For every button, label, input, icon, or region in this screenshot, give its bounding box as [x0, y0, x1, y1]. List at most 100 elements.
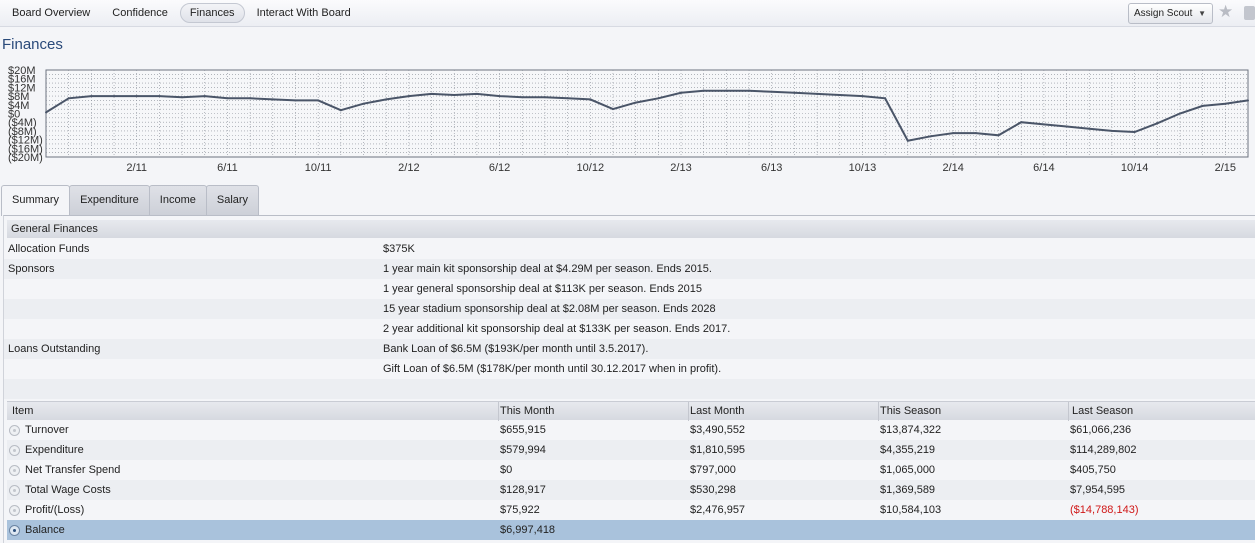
balance-point — [657, 97, 660, 100]
balance-chart-svg: $20M$16M$12M$8M$4M$0($4M)($8M)($12M)($16… — [8, 65, 1249, 174]
radio-button[interactable] — [9, 465, 20, 476]
tab-board-overview[interactable]: Board Overview — [12, 7, 91, 19]
balance-point — [1156, 122, 1159, 125]
column-header-this-month[interactable]: This Month — [500, 405, 555, 417]
balance-point — [135, 95, 138, 98]
loans-label: Loans Outstanding — [8, 343, 101, 355]
cell-last-month: $3,490,552 — [690, 424, 746, 436]
x-tick-label: 2/14 — [942, 162, 963, 174]
table-row[interactable]: Net Transfer Spend $0 $797,000 $1,065,00… — [7, 460, 1255, 480]
table-row[interactable]: Turnover $655,915 $3,490,552 $13,874,322… — [7, 420, 1255, 440]
cell-last-month: $530,298 — [690, 484, 736, 496]
balance-point — [566, 97, 569, 100]
radio-button[interactable] — [9, 445, 20, 456]
sponsor-row: 2 year additional kit sponsorship deal a… — [4, 319, 1255, 339]
menu-icon[interactable] — [1244, 6, 1255, 20]
radio-button-selected[interactable] — [9, 525, 20, 536]
sponsor-row: Sponsors 1 year main kit sponsorship dea… — [4, 259, 1255, 279]
y-tick-label: ($8M) — [8, 126, 37, 138]
tab-interact-with-board[interactable]: Interact With Board — [256, 7, 351, 19]
assign-scout-dropdown[interactable]: Assign Scout ▼ — [1128, 3, 1213, 24]
cell-item: Total Wage Costs — [25, 484, 111, 496]
cell-last-month: $2,476,957 — [690, 504, 746, 516]
y-tick-label: $16M — [8, 74, 36, 86]
balance-point — [838, 94, 841, 97]
cell-this-month: $128,917 — [500, 484, 546, 496]
column-header-item[interactable]: Item — [12, 405, 34, 417]
x-tick-label: 2/12 — [398, 162, 419, 174]
table-row-selected[interactable]: Balance $6,997,418 — [7, 520, 1255, 540]
balance-point — [770, 90, 773, 93]
tab-finances[interactable]: Finances — [179, 3, 245, 23]
subtab-income[interactable]: Income — [148, 185, 207, 215]
balance-point — [884, 97, 887, 100]
x-tick-label: 2/11 — [126, 162, 147, 174]
balance-point — [816, 92, 819, 95]
cell-last-season: $405,750 — [1070, 464, 1116, 476]
y-tick-label: ($16M) — [8, 143, 43, 155]
balance-point — [385, 98, 388, 101]
subtab-salary[interactable]: Salary — [205, 185, 260, 215]
balance-point — [1247, 99, 1249, 102]
y-tick-label: $0 — [8, 109, 20, 121]
cell-last-season: $7,954,595 — [1070, 484, 1126, 496]
cell-this-month: $579,994 — [500, 444, 546, 456]
cell-item: Balance — [25, 524, 65, 536]
top-bar: Board Overview Confidence Finances Inter… — [0, 0, 1255, 27]
column-divider — [1068, 402, 1069, 421]
x-tick-label: 2/13 — [670, 162, 691, 174]
balance-point — [430, 92, 433, 95]
cell-this-season: $1,369,589 — [880, 484, 936, 496]
star-icon[interactable]: ★ — [1218, 2, 1234, 21]
balance-point — [748, 89, 751, 92]
balance-point — [1178, 112, 1181, 115]
y-tick-label: $12M — [8, 82, 36, 94]
column-header-this-season[interactable]: This Season — [880, 405, 942, 417]
balance-point — [226, 97, 229, 100]
balance-point — [952, 132, 955, 135]
subtab-summary[interactable]: Summary — [1, 185, 71, 216]
cell-item: Profit/(Loss) — [25, 504, 85, 516]
cell-this-month: $655,915 — [500, 424, 546, 436]
y-tick-label: ($4M) — [8, 117, 37, 129]
table-row[interactable]: Expenditure $579,994 $1,810,595 $4,355,2… — [7, 440, 1255, 460]
balance-point — [1088, 127, 1091, 130]
general-finances-heading: General Finances — [7, 220, 1255, 238]
radio-button[interactable] — [9, 485, 20, 496]
balance-point — [498, 95, 501, 98]
balance-point — [521, 96, 524, 99]
balance-point — [1020, 121, 1023, 124]
cell-this-month: $0 — [500, 464, 513, 476]
balance-point — [45, 111, 47, 114]
sponsor-text: 1 year general sponsorship deal at $113K… — [383, 283, 703, 295]
sponsor-row: 15 year stadium sponsorship deal at $2.0… — [4, 299, 1255, 319]
balance-point — [1065, 125, 1068, 128]
column-header-last-month[interactable]: Last Month — [690, 405, 745, 417]
balance-point — [362, 102, 365, 105]
table-row[interactable]: Total Wage Costs $128,917 $530,298 $1,36… — [7, 480, 1255, 500]
column-divider — [688, 402, 689, 421]
column-header-last-season[interactable]: Last Season — [1072, 405, 1134, 417]
balance-point — [339, 109, 342, 112]
x-tick-label: 2/15 — [1215, 162, 1236, 174]
balance-point — [793, 91, 796, 94]
sponsor-text: 2 year additional kit sponsorship deal a… — [383, 323, 731, 335]
cell-this-season: $1,065,000 — [880, 464, 936, 476]
table-row[interactable]: Profit/(Loss) $75,922 $2,476,957 $10,584… — [7, 500, 1255, 520]
page-title: Finances — [2, 36, 63, 53]
x-tick-label: 6/13 — [761, 162, 782, 174]
balance-point — [203, 95, 206, 98]
balance-point — [475, 92, 478, 95]
y-tick-label: $20M — [8, 65, 36, 77]
radio-button[interactable] — [9, 425, 20, 436]
loan-text: Gift Loan of $6.5M ($178K/per month unti… — [383, 363, 722, 375]
balance-point — [929, 135, 932, 138]
radio-button[interactable] — [9, 505, 20, 516]
cell-this-season: $13,874,322 — [880, 424, 942, 436]
x-tick-label: 6/12 — [489, 162, 510, 174]
balance-point — [725, 89, 728, 92]
balance-point — [861, 95, 864, 98]
cell-last-month: $1,810,595 — [690, 444, 746, 456]
tab-confidence[interactable]: Confidence — [112, 7, 168, 19]
subtab-expenditure[interactable]: Expenditure — [69, 185, 150, 215]
